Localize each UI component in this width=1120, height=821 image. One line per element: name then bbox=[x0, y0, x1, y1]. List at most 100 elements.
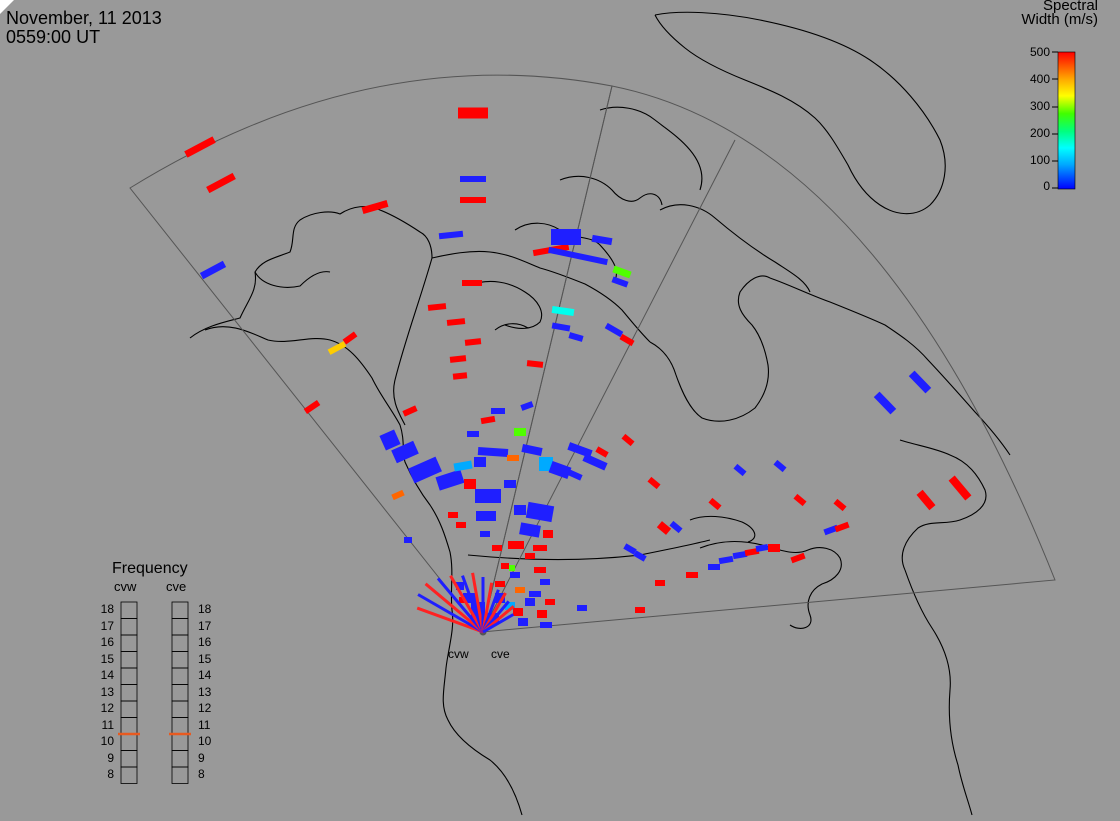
range-gate-cell bbox=[518, 618, 528, 626]
range-gate-cell bbox=[435, 469, 465, 491]
range-gate-cell bbox=[514, 428, 526, 436]
range-gate-cell bbox=[446, 318, 466, 326]
near-range-beam bbox=[471, 572, 485, 633]
us-canada-border bbox=[467, 539, 711, 561]
frequency-tick-left: 14 bbox=[100, 668, 114, 682]
range-gate-cell bbox=[408, 456, 442, 484]
range-gate-cell bbox=[514, 505, 526, 515]
frequency-tick-left: 12 bbox=[100, 701, 114, 715]
range-gate-cell bbox=[342, 331, 358, 345]
frequency-box bbox=[120, 700, 138, 718]
range-gate-cell bbox=[539, 457, 553, 471]
frequency-box bbox=[120, 717, 138, 735]
radar-label-east: cve bbox=[491, 647, 510, 661]
colorbar-tick-label: 300 bbox=[1029, 99, 1050, 113]
victoria-island bbox=[469, 280, 543, 329]
range-gate-cell bbox=[509, 565, 515, 571]
baffin-island bbox=[659, 204, 811, 293]
range-gate-cell bbox=[452, 372, 468, 380]
range-gate-cell bbox=[611, 276, 629, 288]
frequency-tick-right: 18 bbox=[198, 602, 212, 616]
frequency-box bbox=[171, 717, 189, 735]
frequency-tick-right: 13 bbox=[198, 684, 212, 699]
range-gate-cell bbox=[916, 489, 936, 511]
range-gate-cell bbox=[568, 332, 584, 342]
east-coast bbox=[904, 569, 973, 816]
fov-cve-border bbox=[481, 139, 736, 633]
frequency-tick-right: 14 bbox=[198, 668, 212, 682]
frequency-tick-right: 11 bbox=[198, 717, 211, 732]
range-gate-cell bbox=[612, 265, 632, 279]
frequency-box bbox=[120, 601, 138, 619]
frequency-box bbox=[120, 667, 138, 685]
range-gate-cell bbox=[391, 489, 405, 501]
frequency-tick-right: 10 bbox=[198, 734, 212, 748]
range-gate-cell bbox=[508, 541, 524, 549]
frequency-tick-right: 17 bbox=[198, 618, 212, 633]
corner-triangle bbox=[0, 0, 14, 14]
frequency-box bbox=[120, 766, 138, 784]
frequency-tick-left: 9 bbox=[107, 750, 114, 765]
range-gate-cell bbox=[464, 338, 482, 346]
range-gate-cell bbox=[656, 521, 672, 535]
range-gate-cell bbox=[655, 580, 665, 586]
range-gate-cell bbox=[755, 544, 769, 552]
range-gate-cell bbox=[453, 460, 473, 472]
range-gate-cell bbox=[525, 598, 535, 606]
range-gate-cell bbox=[647, 476, 661, 490]
date-label: November, 11 2013 bbox=[6, 8, 162, 28]
range-gate-cell bbox=[833, 498, 847, 512]
range-gate-cell bbox=[199, 260, 227, 280]
range-gate-cell bbox=[551, 229, 581, 245]
frequency-tick-left: 17 bbox=[100, 618, 114, 633]
range-gate-cell bbox=[507, 455, 519, 461]
colorbar-ticks bbox=[1052, 51, 1058, 189]
range-gate-cell bbox=[540, 622, 552, 628]
range-gate-cell bbox=[834, 521, 850, 533]
near-range-beam bbox=[449, 574, 485, 633]
range-gate-cell bbox=[520, 401, 534, 411]
range-gate-cell bbox=[504, 480, 516, 488]
range-gate-cell bbox=[460, 197, 486, 203]
range-gate-cell bbox=[480, 415, 496, 425]
range-gate-cell bbox=[495, 581, 505, 587]
ak-border bbox=[393, 257, 433, 426]
frequency-box bbox=[171, 684, 189, 702]
range-gate-cell bbox=[327, 341, 347, 355]
frequency-title: Frequency bbox=[112, 560, 188, 577]
frequency-box bbox=[171, 700, 189, 718]
frequency-tick-left: 11 bbox=[101, 717, 114, 732]
range-gate-cell bbox=[525, 553, 535, 559]
alaska-coast bbox=[189, 205, 433, 339]
frequency-box bbox=[120, 684, 138, 702]
frequency-tick-right: 16 bbox=[198, 635, 212, 649]
fov-outlines bbox=[129, 74, 1056, 633]
range-gate-cell bbox=[525, 501, 555, 523]
range-gate-cell bbox=[768, 544, 780, 552]
north-coast bbox=[431, 250, 651, 343]
small-island bbox=[494, 323, 529, 331]
lake-superior bbox=[689, 515, 756, 543]
range-gate-cell bbox=[790, 552, 806, 564]
range-gate-cell bbox=[456, 522, 466, 528]
range-gate-cell bbox=[551, 322, 571, 332]
range-gate-cell bbox=[184, 136, 216, 158]
maritimes bbox=[899, 439, 987, 571]
frequency-box bbox=[120, 750, 138, 768]
near-range-beam bbox=[436, 577, 485, 633]
colorbar-tick-label: 500 bbox=[1029, 45, 1050, 59]
range-gate-cell bbox=[548, 246, 608, 266]
range-gate-cell bbox=[604, 322, 624, 338]
range-gate-cell bbox=[460, 176, 486, 182]
spectral-width-cells bbox=[184, 107, 972, 634]
range-gate-cell bbox=[718, 555, 734, 565]
arctic-islands-1 bbox=[514, 222, 618, 281]
arctic-islands-2 bbox=[559, 175, 663, 206]
frequency-box bbox=[171, 634, 189, 652]
range-gate-cell bbox=[529, 591, 541, 597]
range-gate-cell bbox=[404, 537, 412, 543]
range-gate-cell bbox=[521, 444, 543, 456]
frequency-tick-left: 15 bbox=[100, 651, 114, 666]
